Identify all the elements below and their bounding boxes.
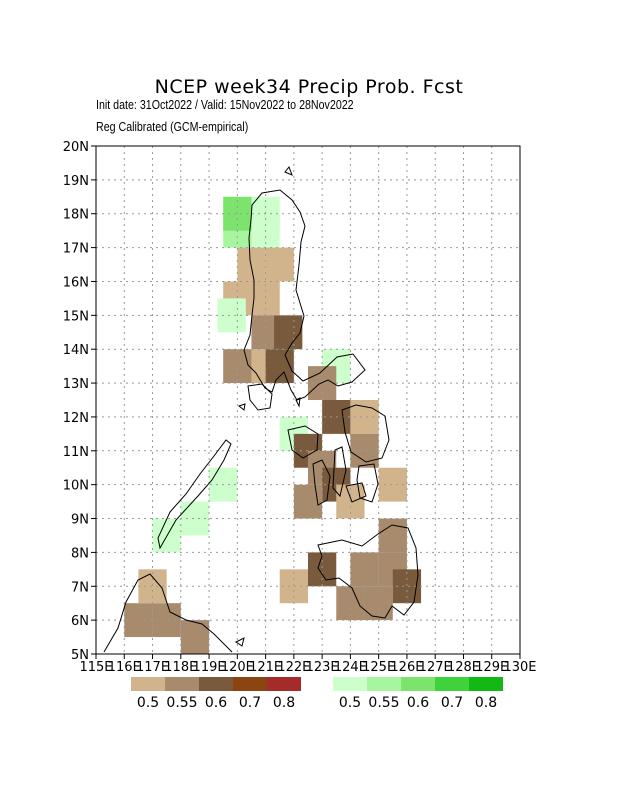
forecast-cell (265, 349, 294, 384)
y-tick-label: 14N (63, 343, 89, 358)
wet-legend-swatch (333, 677, 367, 691)
dry-legend-swatch (267, 677, 301, 691)
init-date-line: Init date: 31Oct2022 / Valid: 15Nov2022 … (96, 97, 354, 112)
latitude-ticks: 5N 6N 7N 8N 9N 10N 11N 12N 13N 14N 15N 16N 17N 18N 19N… (63, 140, 96, 663)
wet-legend-label: 0.55 (368, 695, 399, 711)
x-tick-label: 121E (249, 660, 282, 675)
x-tick-label: 120E (221, 660, 254, 675)
x-tick-label: 124E (334, 660, 367, 675)
dry-legend-label: 0.55 (166, 695, 197, 711)
x-tick-label: 117E (136, 660, 169, 675)
x-tick-label: 118E (164, 660, 197, 675)
forecast-cell (308, 552, 337, 587)
wet-legend-swatch (367, 677, 401, 691)
forecast-cell (378, 518, 407, 553)
forecast-cell (274, 315, 303, 350)
y-tick-label: 6N (71, 614, 89, 629)
x-tick-label: 122E (277, 660, 310, 675)
y-tick-label: 5N (71, 648, 89, 663)
wet-legend-swatch (435, 677, 469, 691)
dry-legend-swatch (131, 677, 165, 691)
x-tick-label: 126E (390, 660, 423, 675)
x-tick-label: 129E (475, 660, 508, 675)
y-tick-label: 11N (63, 445, 89, 460)
map-title: NCEP week34 Precip Prob. Fcst (154, 76, 464, 98)
forecast-cells (124, 196, 422, 654)
dry-legend-label: 0.5 (137, 695, 159, 711)
x-tick-label: 119E (193, 660, 226, 675)
y-tick-label: 9N (71, 513, 89, 528)
forecast-cell (180, 620, 210, 654)
x-tick-label: 116E (108, 660, 141, 675)
y-tick-label: 20N (63, 140, 89, 155)
forecast-cell (237, 247, 266, 282)
wet-legend-swatch (401, 677, 435, 691)
y-tick-label: 17N (63, 242, 89, 257)
x-tick-label: 115E (79, 660, 112, 675)
y-tick-label: 10N (63, 479, 89, 494)
method-line: Reg Calibrated (GCM-empirical) (96, 119, 249, 134)
wet-legend: 0.5 0.55 0.6 0.7 0.8 (333, 677, 503, 711)
y-tick-label: 18N (63, 208, 89, 223)
lat-lon-grid (96, 146, 520, 654)
y-tick-label: 19N (63, 174, 89, 189)
wet-legend-label: 0.5 (339, 695, 361, 711)
forecast-cell (223, 349, 252, 384)
x-tick-label: 125E (362, 660, 395, 675)
forecast-cell (350, 552, 379, 587)
y-tick-label: 16N (63, 275, 89, 290)
x-tick-label: 127E (419, 660, 452, 675)
longitude-ticks: 115E116E117E118E119E120E121E122E123E124E… (79, 654, 537, 675)
y-tick-label: 8N (71, 546, 89, 561)
y-tick-label: 15N (63, 309, 89, 324)
dry-legend-swatch (199, 677, 233, 691)
y-tick-label: 12N (63, 411, 89, 426)
y-tick-label: 7N (71, 580, 89, 595)
wet-legend-label: 0.6 (407, 695, 429, 711)
wet-legend-label: 0.8 (475, 695, 497, 711)
dry-legend-label: 0.8 (273, 695, 295, 711)
wet-legend-label: 0.7 (441, 695, 463, 711)
forecast-cell (265, 247, 294, 282)
coastline (103, 166, 419, 653)
y-tick-label: 13N (63, 377, 89, 392)
dry-legend-swatch (165, 677, 199, 691)
forecast-cell (251, 281, 280, 316)
x-tick-label: 128E (447, 660, 480, 675)
dry-legend-label: 0.7 (239, 695, 261, 711)
x-tick-label: 130E (503, 660, 536, 675)
wet-legend-swatch (469, 677, 503, 691)
dry-legend: 0.5 0.55 0.6 0.7 0.8 (131, 677, 301, 711)
x-tick-label: 123E (306, 660, 339, 675)
dry-legend-label: 0.6 (205, 695, 227, 711)
map-frame (95, 145, 521, 655)
dry-legend-swatch (233, 677, 267, 691)
